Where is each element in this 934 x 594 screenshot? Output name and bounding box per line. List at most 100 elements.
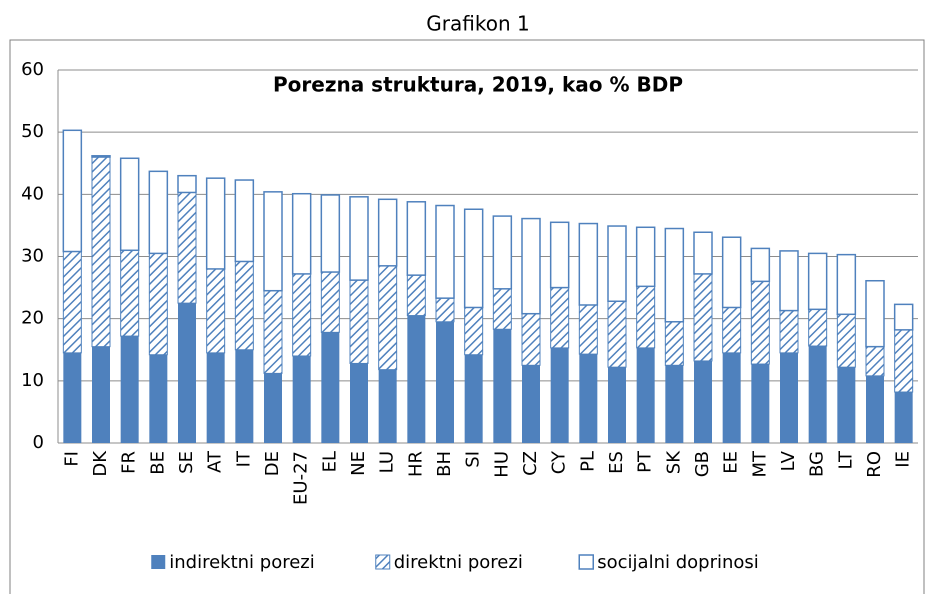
- bar-segment: [550, 287, 570, 349]
- bar-segment: [320, 194, 341, 273]
- chart-title: Porezna struktura, 2019, kao % BDP: [273, 73, 683, 97]
- bar-segment: [321, 332, 340, 443]
- bar-segment: [722, 306, 742, 354]
- bar-segment: [407, 315, 426, 443]
- x-tick-label: RO: [864, 451, 885, 478]
- x-tick-label: IT: [233, 450, 254, 467]
- y-tick-label: 40: [21, 183, 44, 204]
- bar-segment: [292, 355, 311, 443]
- y-tick-label: 60: [21, 59, 44, 80]
- bar-segment: [865, 279, 885, 348]
- bar-segment: [349, 279, 369, 364]
- legend-label: direktni porezi: [394, 552, 523, 573]
- x-tick-label: LT: [835, 450, 856, 470]
- bar-segment: [780, 352, 798, 443]
- bar-segment: [264, 373, 282, 443]
- bar-segment: [550, 347, 569, 443]
- x-tick-label: EE: [721, 451, 742, 474]
- bar-segment: [492, 215, 513, 290]
- x-tick-label: HR: [405, 451, 426, 477]
- x-tick-label: GB: [692, 451, 713, 477]
- legend-marker: [151, 555, 166, 569]
- bar-segment: [693, 273, 713, 362]
- bar-segment: [866, 375, 884, 443]
- x-tick-label: EL: [319, 451, 340, 472]
- bar-segment: [635, 226, 656, 288]
- x-tick-label: FR: [119, 451, 140, 474]
- x-tick-label: PT: [635, 450, 656, 473]
- bar-segment: [894, 329, 914, 393]
- bar-segment: [234, 260, 254, 351]
- bar-segment: [177, 191, 197, 304]
- x-tick-label: PL: [577, 451, 598, 472]
- bar-segment: [235, 349, 254, 443]
- bar-segment: [578, 304, 598, 355]
- bar-segment: [62, 251, 82, 354]
- caption: Grafikon 1: [426, 12, 529, 36]
- y-tick-label: 50: [21, 121, 44, 142]
- y-tick-label: 30: [21, 246, 44, 267]
- bar-segment: [492, 288, 512, 330]
- bar-segment: [521, 313, 541, 366]
- bar-segment: [865, 346, 885, 377]
- bar-segment: [120, 249, 140, 337]
- x-tick-label: SE: [176, 451, 197, 474]
- x-tick-label: IE: [893, 451, 914, 468]
- legend-marker: [375, 554, 391, 570]
- bar-segment: [750, 247, 771, 283]
- bar-segment: [664, 227, 685, 323]
- bar-segment: [578, 222, 599, 306]
- bar-segment: [92, 346, 110, 443]
- bar-segment: [63, 352, 82, 443]
- x-tick-label: NE: [348, 451, 369, 476]
- bar-segment: [665, 365, 684, 443]
- bar-segment: [378, 369, 397, 443]
- bar-segment: [722, 352, 741, 443]
- bar-segment: [607, 300, 627, 368]
- bar-segment: [263, 191, 283, 292]
- x-tick-label: FI: [61, 451, 82, 467]
- bar-segment: [779, 310, 799, 354]
- x-tick-label: CY: [549, 450, 570, 474]
- legend-label: socijalni doprinosi: [597, 552, 759, 573]
- x-tick-label: BH: [434, 451, 455, 477]
- bar-segment: [119, 157, 140, 252]
- x-tick-label: CZ: [520, 451, 541, 476]
- bar-segment: [178, 303, 196, 443]
- bar-segment: [350, 363, 368, 443]
- bar-segment: [148, 252, 168, 356]
- bar-segment: [837, 367, 856, 443]
- bar-segment: [206, 352, 225, 443]
- bar-segment: [664, 321, 684, 366]
- bar-segment: [91, 155, 111, 158]
- x-tick-label: HU: [491, 451, 512, 478]
- bar-segment: [893, 303, 914, 331]
- bar-segment: [694, 360, 712, 443]
- x-tick-label: LV: [778, 450, 799, 471]
- bar-segment: [779, 250, 799, 312]
- legend-label: indirektni porezi: [169, 552, 315, 573]
- bar-segment: [721, 236, 742, 309]
- x-tick-label: BG: [807, 451, 828, 477]
- bar-segment: [808, 346, 827, 443]
- bar-segment: [836, 253, 857, 316]
- bar-segment: [836, 313, 856, 368]
- bar-segment: [349, 196, 369, 281]
- x-tick-label: AT: [205, 450, 226, 473]
- bar-segment: [636, 285, 656, 349]
- bar-segment: [292, 273, 312, 357]
- bar-segment: [521, 217, 541, 315]
- y-tick-label: 0: [33, 432, 44, 453]
- y-tick-label: 10: [21, 370, 44, 391]
- chart-frame: [9, 39, 925, 594]
- x-tick-label: DE: [262, 451, 283, 476]
- bar-segment: [894, 392, 913, 443]
- bar-segment: [750, 280, 770, 365]
- x-tick-label: ES: [606, 451, 627, 474]
- x-tick-label: DK: [90, 450, 111, 477]
- bar-segment: [406, 274, 426, 317]
- bar-segment: [62, 129, 83, 253]
- bar-segment: [378, 265, 398, 371]
- bar-segment: [463, 208, 484, 309]
